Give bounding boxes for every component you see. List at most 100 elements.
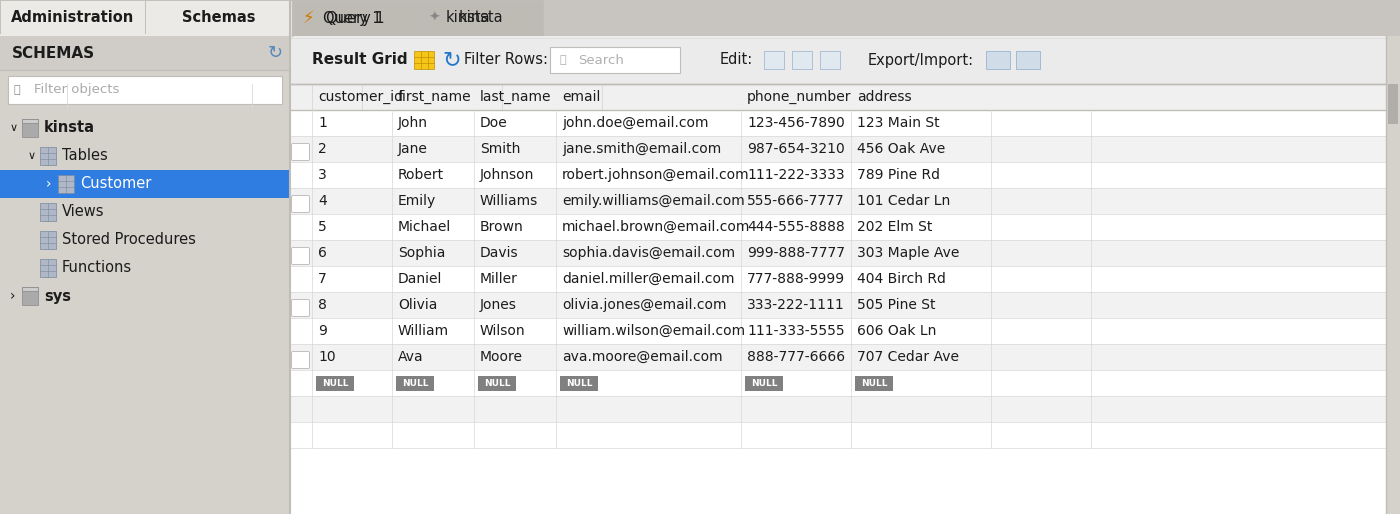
Text: kinsta: kinsta <box>458 10 503 26</box>
Text: ava.moore@email.com: ava.moore@email.com <box>561 350 722 364</box>
Text: 123-456-7890: 123-456-7890 <box>748 116 844 130</box>
Bar <box>0 36 290 514</box>
FancyBboxPatch shape <box>291 352 309 369</box>
Text: 5: 5 <box>318 220 326 234</box>
Text: 9: 9 <box>318 324 326 338</box>
Text: Smith: Smith <box>480 142 521 156</box>
Bar <box>146 34 293 36</box>
Bar <box>290 188 1400 214</box>
Text: phone_number: phone_number <box>748 90 851 104</box>
Bar <box>0 34 146 36</box>
Bar <box>0 0 146 36</box>
Bar <box>146 0 293 36</box>
Text: olivia.jones@email.com: olivia.jones@email.com <box>561 298 727 312</box>
Text: Wilson: Wilson <box>480 324 525 338</box>
Bar <box>550 47 680 73</box>
Bar <box>560 376 598 391</box>
Text: Filter Rows:: Filter Rows: <box>463 52 547 67</box>
Text: 202 Elm St: 202 Elm St <box>857 220 932 234</box>
Text: Schemas: Schemas <box>182 10 256 26</box>
Text: 123 Main St: 123 Main St <box>857 116 939 130</box>
Bar <box>419 0 543 36</box>
Text: 707 Cedar Ave: 707 Cedar Ave <box>857 350 959 364</box>
Text: ✦: ✦ <box>428 11 440 25</box>
Text: 8: 8 <box>318 298 326 312</box>
Text: 4: 4 <box>318 194 326 208</box>
Bar <box>22 287 38 291</box>
Text: SCHEMAS: SCHEMAS <box>13 46 95 61</box>
Bar <box>290 110 1400 136</box>
Text: Williams: Williams <box>480 194 538 208</box>
Text: 333-222-1111: 333-222-1111 <box>748 298 844 312</box>
Text: ∨: ∨ <box>28 151 36 161</box>
Text: Moore: Moore <box>480 350 524 364</box>
Bar <box>764 51 784 69</box>
Bar <box>986 51 1009 69</box>
Bar <box>396 376 434 391</box>
Text: John: John <box>398 116 428 130</box>
Bar <box>290 396 1400 422</box>
Text: address: address <box>857 90 911 104</box>
Text: NULL: NULL <box>566 378 592 388</box>
FancyBboxPatch shape <box>291 143 309 160</box>
Text: Sophia: Sophia <box>398 246 445 260</box>
Text: 606 Oak Ln: 606 Oak Ln <box>857 324 937 338</box>
Text: Customer: Customer <box>80 176 151 192</box>
FancyBboxPatch shape <box>291 300 309 317</box>
Text: Miller: Miller <box>480 272 518 286</box>
Text: Emily: Emily <box>398 194 437 208</box>
Bar <box>41 259 56 277</box>
Text: 999-888-7777: 999-888-7777 <box>748 246 846 260</box>
Text: Tables: Tables <box>62 149 108 163</box>
Bar <box>41 147 56 165</box>
Text: ›: › <box>10 289 15 303</box>
Text: 303 Maple Ave: 303 Maple Ave <box>857 246 959 260</box>
Text: 🔍: 🔍 <box>560 55 567 65</box>
Bar <box>290 292 1400 318</box>
Bar <box>290 422 1400 448</box>
Text: ↻: ↻ <box>442 50 461 70</box>
Text: Stored Procedures: Stored Procedures <box>62 232 196 248</box>
Text: Michael: Michael <box>398 220 451 234</box>
Text: ⚡: ⚡ <box>302 9 315 27</box>
Bar <box>477 376 517 391</box>
Text: Jane: Jane <box>398 142 428 156</box>
Text: Views: Views <box>62 205 105 219</box>
Bar <box>745 376 783 391</box>
Bar <box>414 51 434 69</box>
Bar <box>57 175 74 193</box>
Bar <box>290 162 1400 188</box>
Text: customer_id: customer_id <box>318 90 403 104</box>
Text: Brown: Brown <box>480 220 524 234</box>
Text: Robert: Robert <box>398 168 444 182</box>
Text: 555-666-7777: 555-666-7777 <box>748 194 844 208</box>
Text: Olivia: Olivia <box>398 298 437 312</box>
Text: daniel.miller@email.com: daniel.miller@email.com <box>561 272 735 286</box>
Text: 🔍: 🔍 <box>14 85 21 95</box>
Text: Query 1: Query 1 <box>323 10 382 26</box>
Text: Functions: Functions <box>62 261 132 276</box>
Bar <box>0 36 290 70</box>
Text: sys: sys <box>43 288 71 303</box>
Text: kinsta: kinsta <box>447 10 490 26</box>
Text: 2: 2 <box>318 142 326 156</box>
Text: michael.brown@email.com: michael.brown@email.com <box>561 220 750 234</box>
Text: last_name: last_name <box>480 90 552 104</box>
Text: NULL: NULL <box>402 378 428 388</box>
FancyBboxPatch shape <box>291 248 309 265</box>
Text: Search: Search <box>578 53 624 66</box>
Bar <box>0 170 290 198</box>
Text: 6: 6 <box>318 246 326 260</box>
Text: Doe: Doe <box>480 116 508 130</box>
Bar <box>290 344 1400 370</box>
FancyBboxPatch shape <box>291 195 309 212</box>
Bar <box>290 266 1400 292</box>
Text: William: William <box>398 324 449 338</box>
Bar <box>8 76 281 104</box>
Bar <box>290 370 1400 396</box>
Bar <box>792 51 812 69</box>
Bar <box>290 84 1400 514</box>
Text: 444-555-8888: 444-555-8888 <box>748 220 844 234</box>
Bar <box>22 119 38 137</box>
Text: robert.johnson@email.com: robert.johnson@email.com <box>561 168 749 182</box>
